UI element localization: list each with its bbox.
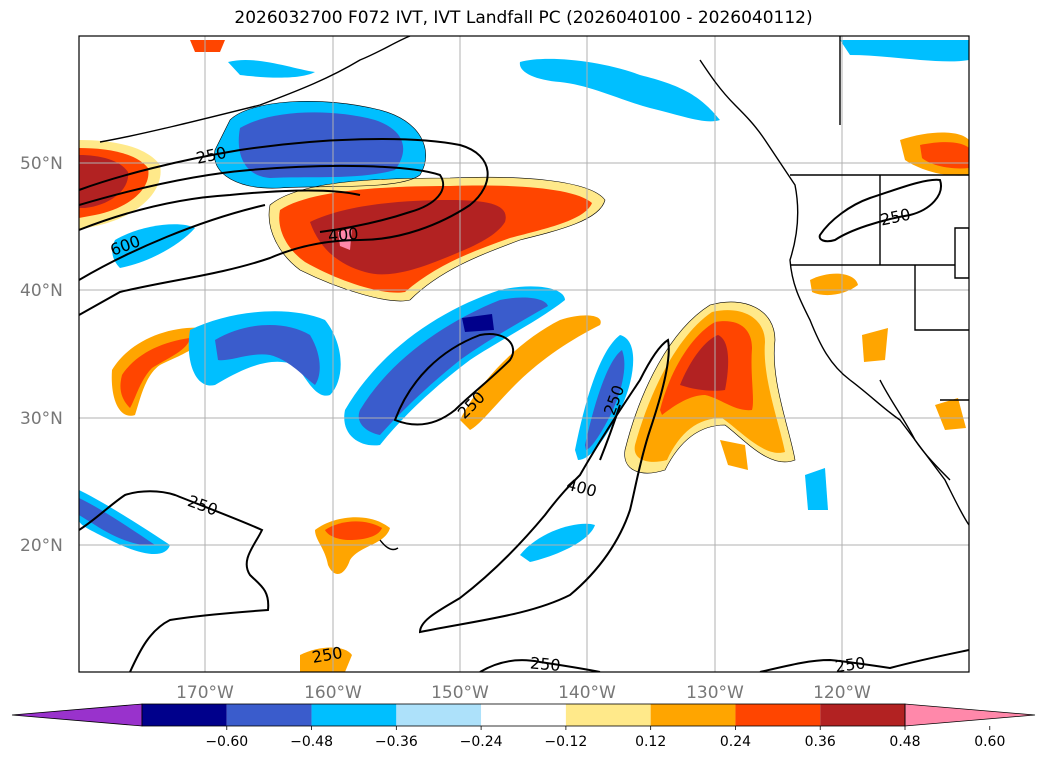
lat-label-20n: 20°N: [20, 536, 63, 556]
lon-label-160w: 160°W: [304, 683, 362, 703]
colorbar-segment: [565, 704, 651, 726]
colorbar-segment: [396, 704, 482, 726]
colorbar-tick-label: −0.60: [205, 734, 248, 750]
contour-label: 250: [834, 653, 867, 676]
longitude-labels: 170°W 160°W 150°W 140°W 130°W 120°W: [176, 683, 871, 703]
map-panel: 250 600 400 250 250 250 400 250 250 250 …: [79, 36, 969, 676]
lon-label-170w: 170°W: [176, 683, 234, 703]
shading-outlines: [214, 100, 796, 474]
colorbar-tick-label: −0.36: [375, 734, 418, 750]
colorbar-tick-label: 0.60: [974, 734, 1005, 750]
map-border: [78, 35, 970, 673]
colorbar: −0.60 −0.48 −0.36 −0.24 −0.12 0.12 0.24 0.36 0.4…: [11, 703, 1036, 750]
gridlines: [79, 36, 969, 672]
lon-label-120w: 120°W: [813, 683, 871, 703]
colorbar-tick-label: 0.24: [720, 734, 751, 750]
colorbar-tick-label: −0.48: [290, 734, 333, 750]
colorbar-segment: [142, 704, 227, 726]
colorbar-extend-high: [904, 703, 1036, 727]
coastlines: [99, 36, 969, 551]
colorbar-extend-low: [11, 703, 143, 727]
contour-label: 400: [327, 224, 359, 246]
lon-label-150w: 150°W: [431, 683, 489, 703]
colorbar-segment: [650, 704, 736, 726]
ivt-contours: [79, 137, 969, 672]
colorbar-segment: [481, 704, 566, 726]
colorbar-segment: [820, 704, 905, 726]
colorbar-tick-label: 0.48: [889, 734, 920, 750]
lat-label-50n: 50°N: [20, 154, 63, 174]
colorbar-tick-label: 0.36: [805, 734, 836, 750]
latitude-labels: 50°N 40°N 30°N 20°N: [20, 154, 63, 556]
colorbar-tick-label: 0.12: [635, 734, 666, 750]
colorbar-segment: [226, 704, 312, 726]
ivt-shading: [79, 40, 969, 672]
colorbar-outline: [141, 703, 906, 727]
colorbar-segment: [311, 704, 397, 726]
colorbar-tick-label: −0.12: [544, 734, 587, 750]
lon-label-140w: 140°W: [558, 683, 616, 703]
map-title: 2026032700 F072 IVT, IVT Landfall PC (20…: [234, 8, 813, 28]
colorbar-segment: [735, 704, 821, 726]
lat-label-30n: 30°N: [20, 409, 63, 429]
colorbar-tick-label: −0.24: [460, 734, 503, 750]
contour-label: 250: [529, 653, 561, 675]
lon-label-130w: 130°W: [686, 683, 744, 703]
lat-label-40n: 40°N: [20, 281, 63, 301]
